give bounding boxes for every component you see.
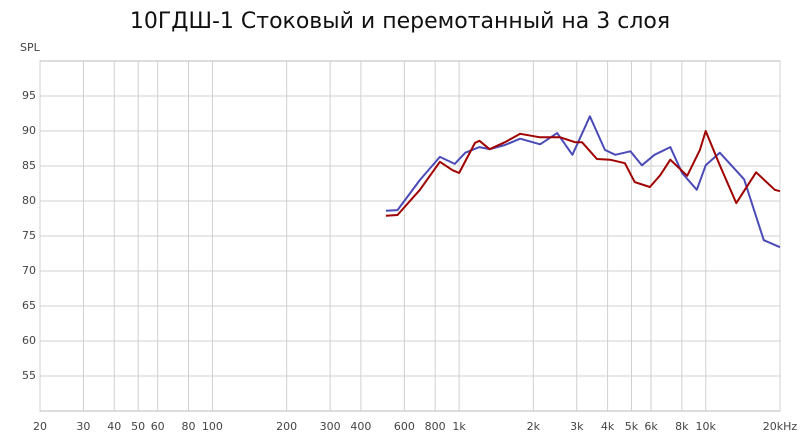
x-tick-label: 50	[131, 420, 145, 433]
x-tick-label: 8k	[675, 420, 689, 433]
series-line	[385, 115, 781, 249]
x-tick-label: 1k	[452, 420, 466, 433]
x-tick-label: 20	[33, 420, 47, 433]
y-tick-label: 60	[22, 334, 36, 347]
y-tick-label: 80	[22, 194, 36, 207]
x-tick-label: 20kHz	[763, 420, 798, 433]
x-tick-label: 2k	[527, 420, 541, 433]
x-tick-label: 40	[107, 420, 121, 433]
x-tick-label: 5k	[625, 420, 639, 433]
y-tick-label: 85	[22, 159, 36, 172]
x-tick-label: 100	[202, 420, 223, 433]
y-tick-label: 75	[22, 229, 36, 242]
x-tick-label: 600	[394, 420, 415, 433]
x-tick-label: 300	[320, 420, 341, 433]
y-tick-label: 70	[22, 264, 36, 277]
y-axis-label: SPL	[20, 41, 41, 54]
series-line	[385, 130, 781, 217]
x-tick-label: 800	[425, 420, 446, 433]
x-tick-label: 3k	[570, 420, 584, 433]
x-tick-label: 30	[76, 420, 90, 433]
y-tick-label: 65	[22, 299, 36, 312]
y-tick-label: 90	[22, 124, 36, 137]
y-tick-label: 55	[22, 369, 36, 382]
x-tick-label: 60	[151, 420, 165, 433]
x-tick-label: 80	[182, 420, 196, 433]
chart-title: 10ГДШ-1 Стоковый и перемотанный на 3 сло…	[130, 9, 670, 34]
x-tick-label: 10k	[696, 420, 717, 433]
x-tick-label: 200	[276, 420, 297, 433]
x-tick-label: 4k	[601, 420, 615, 433]
x-tick-label: 400	[350, 420, 371, 433]
y-tick-label: 95	[22, 89, 36, 102]
x-tick-label: 6k	[644, 420, 658, 433]
